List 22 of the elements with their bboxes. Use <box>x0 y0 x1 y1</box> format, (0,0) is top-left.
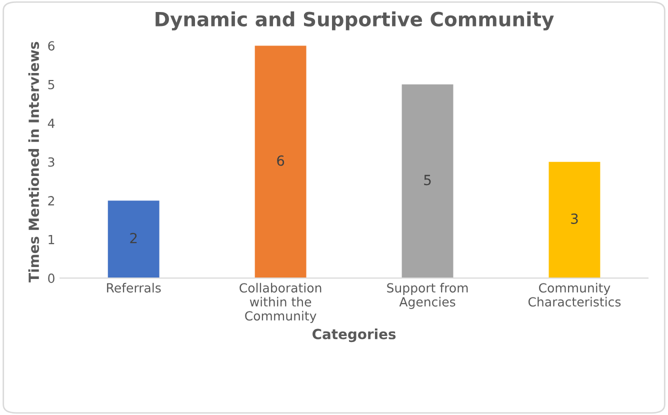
y-tick-label: 0 <box>48 274 54 283</box>
x-tick-label: Referrals <box>107 282 161 293</box>
bar <box>108 200 160 278</box>
bar <box>254 46 306 278</box>
data-label: 2 <box>130 232 137 244</box>
bar <box>402 84 454 278</box>
y-tick-label: 3 <box>48 157 54 167</box>
x-tick-label: Support from Agencies <box>387 282 468 310</box>
x-tick-label: Community Characteristics <box>528 282 621 307</box>
y-tick-label: 5 <box>48 80 54 90</box>
data-label: 6 <box>277 155 284 166</box>
y-tick-label: 2 <box>48 196 54 206</box>
chart-title: Dynamic and Supportive Community <box>156 11 554 30</box>
x-tick-label: Collaboration within the Community <box>240 282 322 324</box>
y-axis-title: Times Mentioned in Interviews <box>28 42 40 282</box>
x-axis-title: Categories <box>312 328 396 342</box>
data-label: 3 <box>571 213 578 224</box>
y-tick-label: 6 <box>48 41 54 51</box>
y-tick-label: 1 <box>48 234 54 244</box>
data-label: 5 <box>424 174 431 186</box>
bar <box>548 162 600 278</box>
y-tick-label: 4 <box>48 118 55 128</box>
